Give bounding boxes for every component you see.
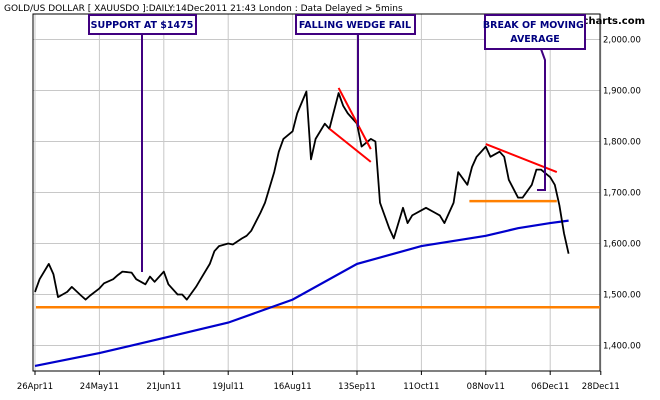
x-tick-labels: 26Apr11 24May11 21Jun11 19Jul11 16Aug11 13Sep… [17, 382, 620, 392]
annotation-wedge: FALLING WEDGE FAIL [295, 14, 416, 127]
annotation-box [295, 14, 416, 35]
y-tick-label: 1,800.00 [603, 138, 641, 148]
x-tick-label: 16Aug11 [273, 382, 311, 392]
x-tick-label: 06Dec11 [531, 382, 569, 392]
y-tick-label: 1,600.00 [603, 240, 641, 250]
annotation-moving-average: BREAK OF MOVING AVERAGE [483, 14, 587, 191]
x-tick-label: 26Apr11 [17, 382, 53, 392]
annotation-label: SUPPORT AT $1475 [91, 20, 194, 31]
wedge-line [328, 127, 372, 163]
annotation-pointer [537, 48, 546, 191]
x-tick-label: 21Jun11 [146, 382, 181, 392]
y-tick-label: 1,500.00 [603, 291, 641, 301]
annotation-box [484, 14, 586, 50]
y-tick-labels: 1,400.00 1,500.00 1,600.00 1,700.00 1,800.00… [603, 36, 641, 352]
x-tick-label: 11Oct11 [403, 382, 439, 392]
y-tick-label: 2,000.00 [603, 36, 641, 46]
y-tick-label: 1,400.00 [603, 342, 641, 352]
x-tick-label: 28Dec11 [582, 382, 620, 392]
price-line [34, 90, 570, 301]
annotation-support: SUPPORT AT $1475 [88, 14, 197, 272]
x-tick-label: 13Sep11 [338, 382, 376, 392]
annotation-label: BREAK OF MOVING AVERAGE [483, 20, 587, 45]
x-tick-label: 19Jul11 [212, 382, 244, 392]
y-tick-label: 1,900.00 [603, 87, 641, 97]
moving-average-line [34, 219, 569, 367]
chart-title: GOLD/US DOLLAR [ XAUUSDO ]:DAILY:14Dec20… [4, 4, 403, 14]
y-tick-label: 1,700.00 [603, 189, 641, 199]
x-tick-label: 08Nov11 [467, 382, 505, 392]
grid [33, 14, 602, 375]
falling-wedge-lines [328, 87, 372, 163]
x-tick-label: 24May11 [80, 382, 119, 392]
annotation-label: FALLING WEDGE FAIL [299, 20, 411, 31]
wedge-line [337, 87, 372, 150]
